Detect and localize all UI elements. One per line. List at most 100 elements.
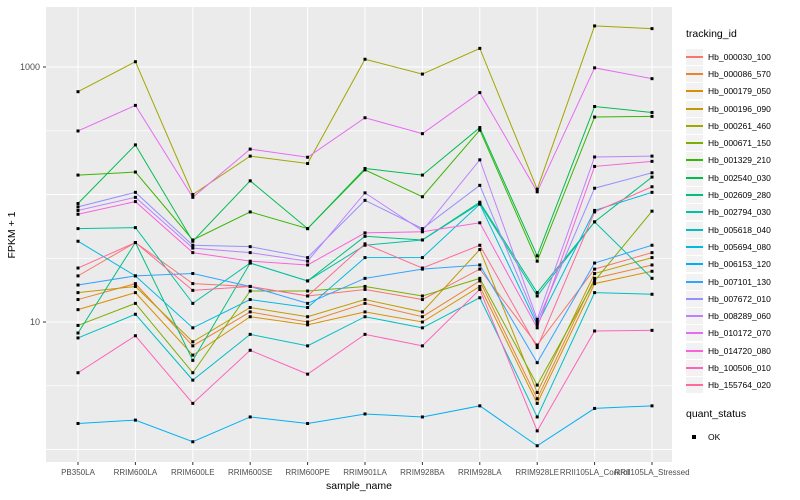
data-point-Hb_000179_050: [535, 401, 539, 405]
data-point-Hb_008289_060: [133, 195, 137, 199]
data-point-Hb_001329_210: [593, 115, 597, 119]
data-point-Hb_100506_010: [535, 429, 539, 433]
data-point-Hb_007672_010: [650, 171, 654, 175]
data-point-Hb_007672_010: [306, 256, 310, 260]
data-point-Hb_000261_460: [363, 57, 367, 61]
legend-color-line-icon: [686, 366, 703, 369]
legend-color-line-icon: [686, 228, 703, 231]
data-point-Hb_000030_100: [535, 343, 539, 347]
data-point-Hb_002609_280: [76, 331, 80, 335]
data-point-Hb_000179_050: [420, 320, 424, 324]
data-point-Hb_007672_010: [76, 205, 80, 209]
data-point-Hb_100506_010: [248, 348, 252, 352]
legend-item-Hb_002794_030: Hb_002794_030: [686, 204, 798, 221]
legend-item-label: Hb_014720_080: [708, 345, 771, 356]
data-point-Hb_155764_020: [76, 266, 80, 270]
x-tick-label-RRIM600LE: RRIM600LE: [171, 468, 215, 477]
data-point-Hb_000671_150: [191, 371, 195, 375]
legend-item-Hb_155764_020: Hb_155764_020: [686, 377, 798, 394]
legend-color-line-icon: [686, 107, 703, 110]
data-point-Hb_000196_090: [478, 248, 482, 252]
legend-key-swatch: [686, 135, 703, 152]
data-point-Hb_100506_010: [191, 401, 195, 405]
data-point-Hb_006153_120: [248, 415, 252, 419]
data-point-Hb_005694_080: [420, 256, 424, 260]
data-point-Hb_001329_210: [650, 114, 654, 118]
legend-key-swatch: [686, 238, 703, 255]
data-point-Hb_000179_050: [191, 353, 195, 357]
data-point-Hb_007672_010: [191, 243, 195, 247]
data-point-Hb_005618_040: [420, 326, 424, 330]
data-point-Hb_002609_280: [535, 291, 539, 295]
data-point-Hb_000030_100: [478, 267, 482, 271]
data-point-Hb_005694_080: [306, 305, 310, 309]
data-point-Hb_000196_090: [593, 272, 597, 276]
legend-color-line-icon: [686, 263, 703, 266]
legend-item-label: Hb_006153_120: [708, 259, 771, 270]
data-point-Hb_005618_040: [76, 336, 80, 340]
x-tick-label-RRIM901LA: RRIM901LA: [343, 468, 387, 477]
legend-item-Hb_000261_460: Hb_000261_460: [686, 117, 798, 134]
legend-item-Hb_007101_130: Hb_007101_130: [686, 273, 798, 290]
x-tick-label-RRIM600LA: RRIM600LA: [114, 468, 158, 477]
data-point-Hb_002540_030: [650, 110, 654, 114]
black-square-point-icon: [692, 434, 696, 439]
data-point-Hb_000086_570: [248, 310, 252, 314]
data-point-Hb_005694_080: [191, 326, 195, 330]
data-point-Hb_000030_100: [650, 251, 654, 255]
data-point-Hb_014720_080: [306, 263, 310, 267]
data-point-Hb_000196_090: [133, 284, 137, 288]
data-point-Hb_000196_090: [535, 390, 539, 394]
data-point-Hb_002540_030: [133, 143, 137, 147]
data-point-Hb_014720_080: [420, 230, 424, 234]
x-tick-label-PB350LA: PB350LA: [61, 468, 95, 477]
data-point-Hb_002540_030: [248, 179, 252, 183]
data-point-Hb_000671_150: [650, 209, 654, 213]
data-point-Hb_002540_030: [76, 201, 80, 205]
legend-item-quant-OK: OK: [686, 428, 798, 445]
data-point-Hb_008289_060: [363, 191, 367, 195]
data-point-Hb_000261_460: [306, 162, 310, 166]
legend-key-swatch: [686, 342, 703, 359]
data-point-Hb_000261_460: [76, 90, 80, 94]
data-point-Hb_005618_040: [133, 312, 137, 316]
legend-item-label: Hb_002540_030: [708, 172, 771, 183]
data-point-Hb_005694_080: [76, 239, 80, 243]
line-chart-panel: 1000 10 PB350LA RRIM600LA RRIM600LE RRIM600SE…: [6, 7, 690, 492]
data-point-Hb_002794_030: [191, 301, 195, 305]
legend-key-swatch: [686, 221, 703, 238]
legend-key-swatch: [686, 290, 703, 307]
data-point-Hb_010172_070: [478, 91, 482, 95]
x-tick-label-RRII105LA_Stressed: RRII105LA_Stressed: [614, 468, 689, 477]
x-tick-label-RRII105LA_Control: RRII105LA_Control: [560, 468, 630, 477]
legend-item-Hb_014720_080: Hb_014720_080: [686, 342, 798, 359]
data-point-Hb_005618_040: [593, 291, 597, 295]
data-point-Hb_008289_060: [191, 246, 195, 250]
data-point-Hb_007101_130: [306, 301, 310, 305]
legend-item-label: Hb_005618_040: [708, 224, 771, 235]
legend-item-label: Hb_000261_460: [708, 120, 771, 131]
data-point-Hb_008289_060: [650, 154, 654, 158]
x-tick-label-RRIM928LE: RRIM928LE: [515, 468, 559, 477]
quant-status-legend-items: OK: [686, 428, 798, 445]
data-point-Hb_000086_570: [478, 279, 482, 283]
data-point-Hb_000671_150: [593, 279, 597, 283]
data-point-Hb_010172_070: [593, 66, 597, 70]
data-point-Hb_006153_120: [191, 440, 195, 444]
data-point-Hb_005618_040: [650, 292, 654, 296]
legend-item-label: Hb_008289_060: [708, 311, 771, 322]
data-point-Hb_014720_080: [76, 212, 80, 216]
legend-key-swatch: [686, 377, 703, 394]
legend-color-line-icon: [686, 245, 703, 248]
data-point-Hb_007672_010: [420, 227, 424, 231]
data-point-Hb_000179_050: [593, 282, 597, 286]
legend-item-Hb_005694_080: Hb_005694_080: [686, 238, 798, 255]
data-point-Hb_010172_070: [363, 116, 367, 120]
data-point-Hb_007672_010: [593, 186, 597, 190]
data-point-Hb_000030_100: [593, 267, 597, 271]
data-point-Hb_010172_070: [133, 103, 137, 107]
data-point-Hb_010172_070: [76, 129, 80, 133]
legend-key-swatch: [686, 428, 703, 445]
data-point-Hb_000179_050: [306, 323, 310, 327]
data-point-Hb_005694_080: [363, 256, 367, 260]
